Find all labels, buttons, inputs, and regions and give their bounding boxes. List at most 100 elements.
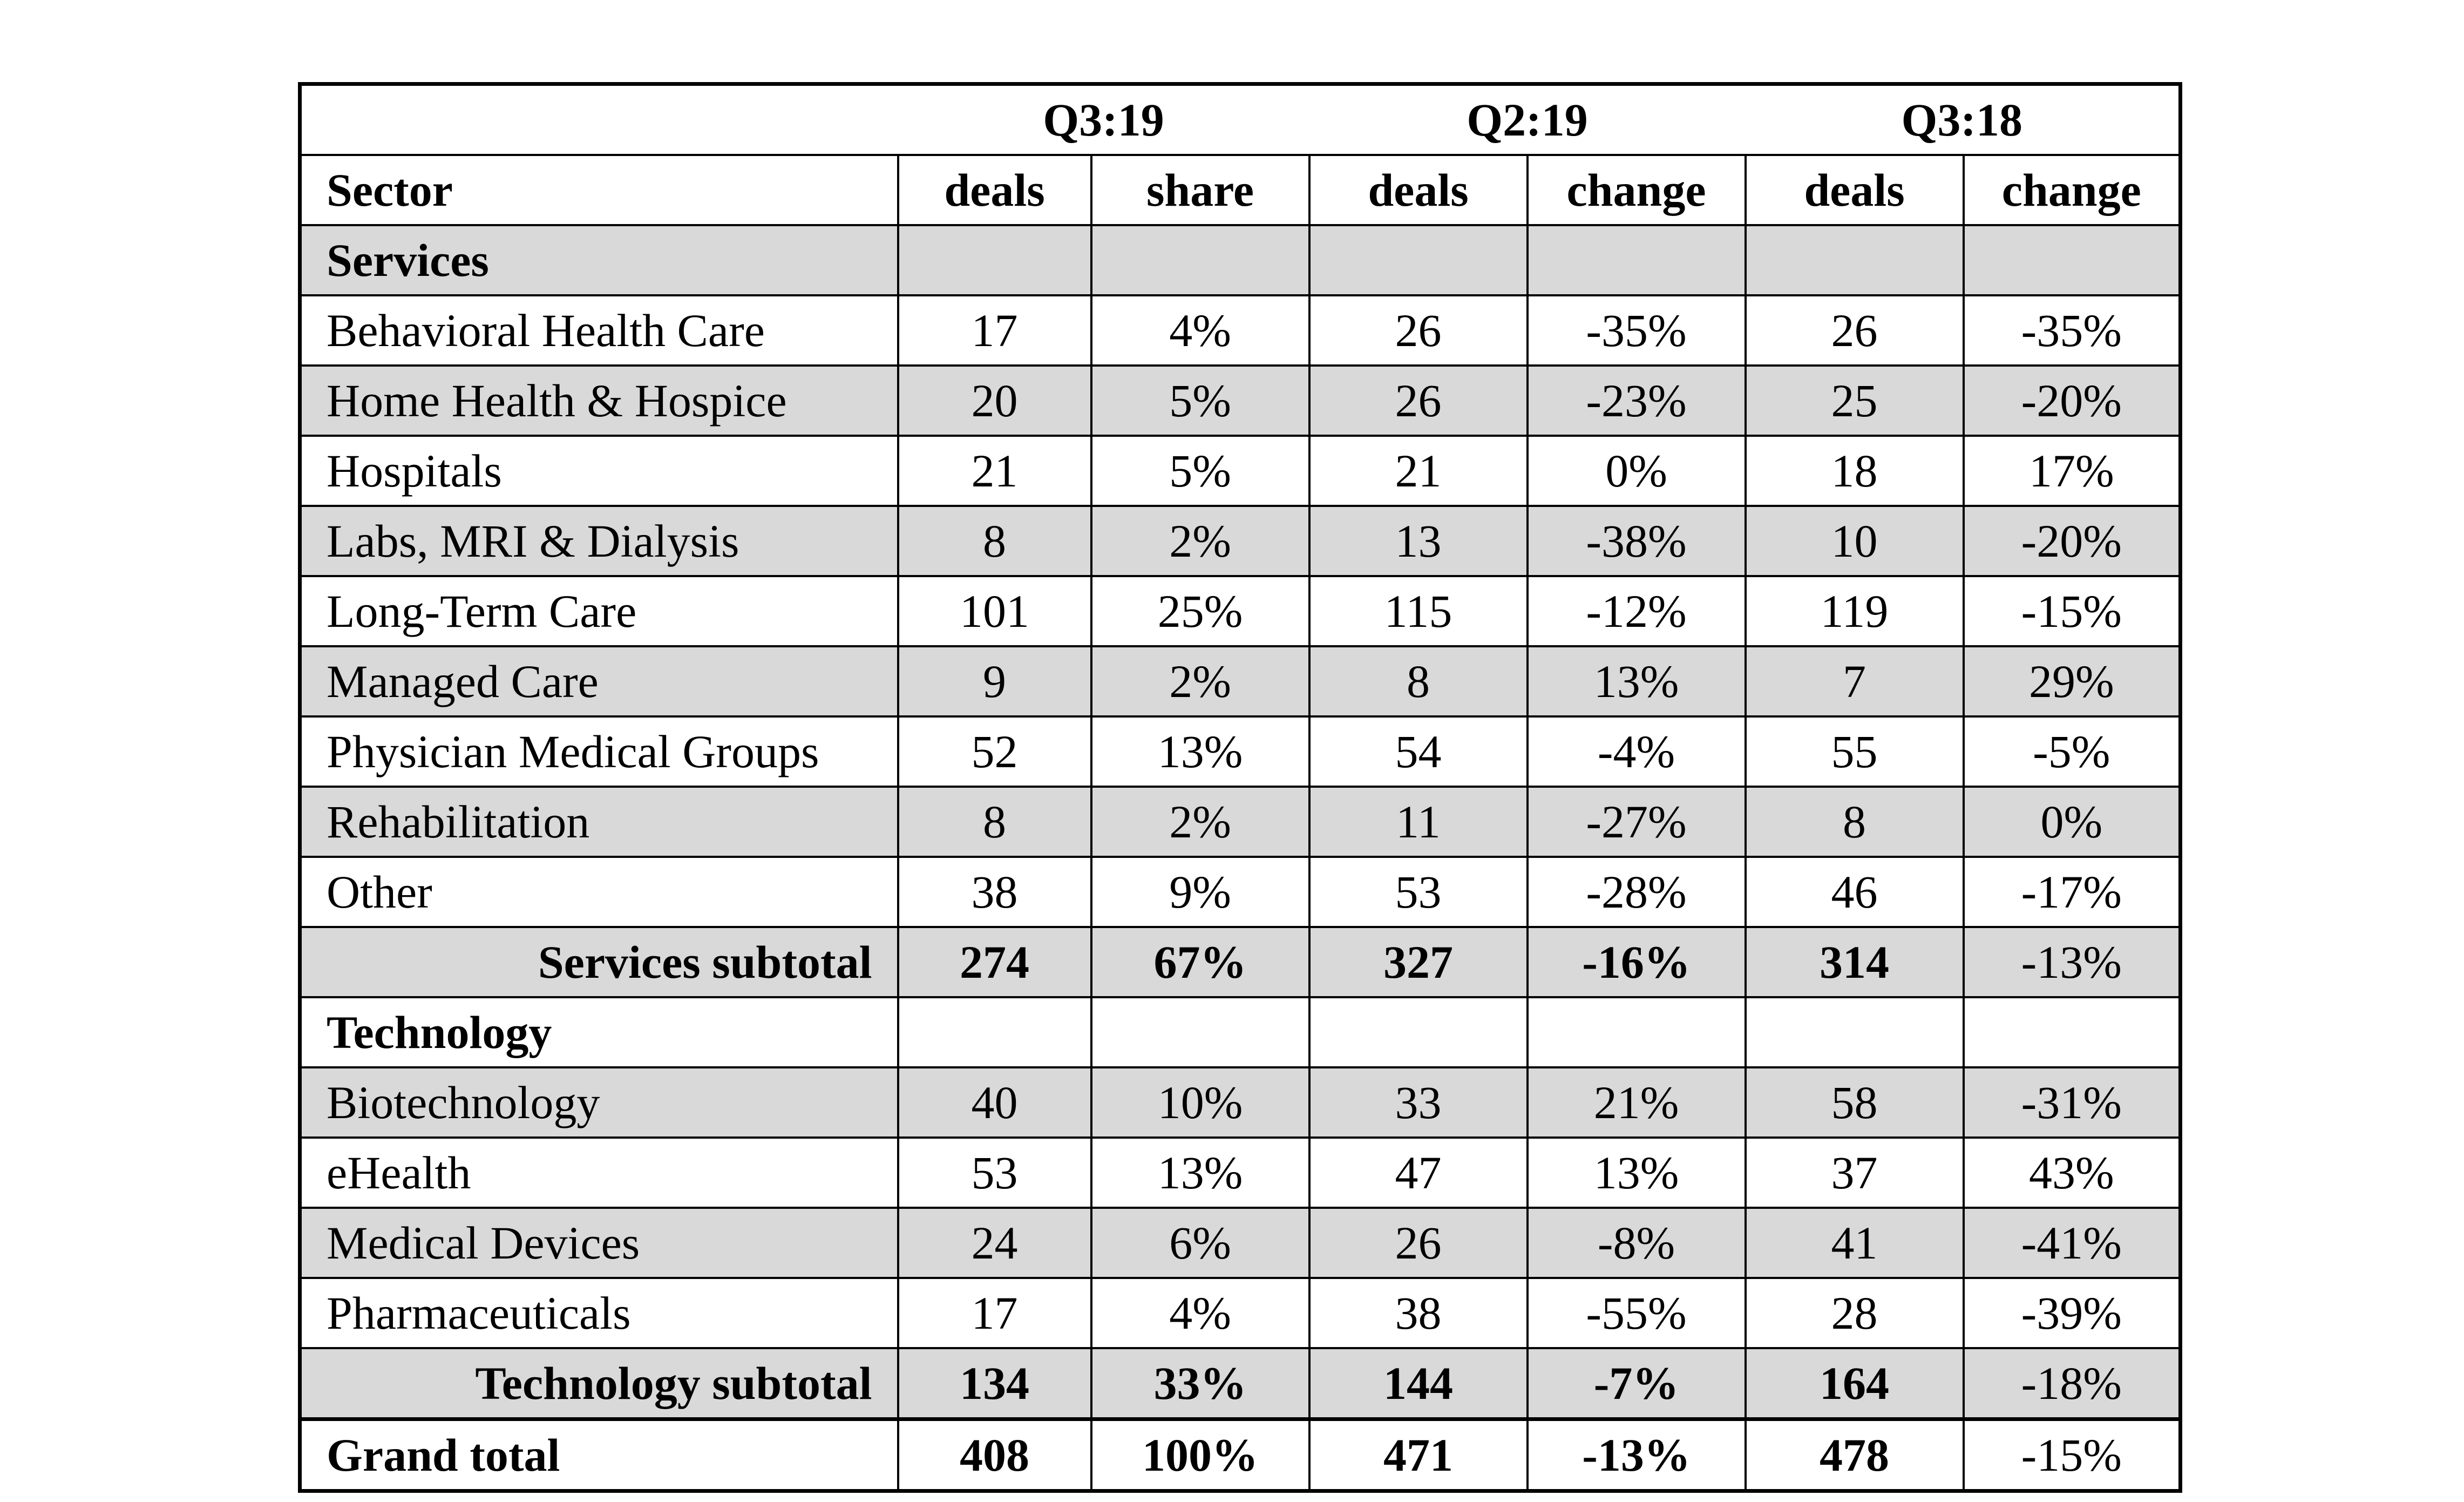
sector-name-cell: Biotechnology (298, 1067, 899, 1139)
value-cell-q3-19-deals: 408 (897, 1417, 1092, 1492)
value-cell-q3-18-deals: 18 (1744, 436, 1965, 507)
sector-name-cell: Pharmaceuticals (298, 1278, 899, 1349)
value-cell-q3-19-deals: 52 (897, 716, 1092, 788)
empty-cell (897, 997, 1092, 1068)
data-row: Medical Devices 24 6% 26 -8% 41 -41% (298, 1208, 2182, 1279)
value-cell-q2-19-change: -28% (1526, 857, 1747, 928)
value-cell-q3-18-deals: 478 (1744, 1417, 1965, 1492)
value-cell-q3-19-share: 5% (1090, 436, 1311, 507)
column-header-row: Sector deals share deals change deals ch… (298, 155, 2182, 226)
sector-name-cell: Medical Devices (298, 1208, 899, 1279)
empty-cell (1962, 997, 2182, 1068)
value-cell-q2-19-change: 21% (1526, 1067, 1747, 1139)
value-cell-q3-18-change: 43% (1962, 1138, 2182, 1209)
value-cell-q3-18-deals: 26 (1744, 295, 1965, 367)
value-cell-q2-19-change: -4% (1526, 716, 1747, 788)
column-header-q2-19-deals: deals (1308, 155, 1529, 226)
data-row: Long-Term Care 101 25% 115 -12% 119 -15% (298, 576, 2182, 647)
technology-rows: Biotechnology 40 10% 33 21% 58 -31% eHealth 53 13… (298, 1067, 2182, 1420)
sector-name-cell: Technology subtotal (298, 1348, 899, 1420)
value-cell-q3-18-change: 0% (1962, 787, 2182, 858)
value-cell-q2-19-deals: 53 (1308, 857, 1529, 928)
value-cell-q2-19-deals: 47 (1308, 1138, 1529, 1209)
section-header-row-services: Services (298, 225, 2182, 296)
column-header-q3-18-deals: deals (1744, 155, 1965, 226)
value-cell-q3-19-deals: 53 (897, 1138, 1092, 1209)
data-row: Home Health & Hospice 20 5% 26 -23% 25 -20% (298, 366, 2182, 437)
column-header-q3-19-share: share (1090, 155, 1311, 226)
section-header-row-technology: Technology (298, 997, 2182, 1068)
value-cell-q3-19-deals: 20 (897, 366, 1092, 437)
value-cell-q2-19-change: -16% (1526, 927, 1747, 998)
value-cell-q3-18-deals: 55 (1744, 716, 1965, 788)
sector-name-cell: Services subtotal (298, 927, 899, 998)
value-cell-q3-19-deals: 38 (897, 857, 1092, 928)
value-cell-q3-19-share: 9% (1090, 857, 1311, 928)
value-cell-q3-18-change: -5% (1962, 716, 2182, 788)
data-row: Hospitals 21 5% 21 0% 18 17% (298, 436, 2182, 507)
value-cell-q3-19-deals: 9 (897, 646, 1092, 718)
value-cell-q3-19-deals: 17 (897, 295, 1092, 367)
data-row: eHealth 53 13% 47 13% 37 43% (298, 1138, 2182, 1209)
value-cell-q3-18-deals: 314 (1744, 927, 1965, 998)
section-label-technology: Technology (298, 997, 899, 1068)
empty-cell (1090, 997, 1311, 1068)
value-cell-q3-19-share: 25% (1090, 576, 1311, 647)
value-cell-q3-19-share: 10% (1090, 1067, 1311, 1139)
subtotal-row-services: Services subtotal 274 67% 327 -16% 314 -13% (298, 927, 2182, 998)
value-cell-q3-19-share: 2% (1090, 506, 1311, 577)
value-cell-q3-19-deals: 8 (897, 787, 1092, 858)
value-cell-q3-18-deals: 58 (1744, 1067, 1965, 1139)
value-cell-q3-19-deals: 21 (897, 436, 1092, 507)
value-cell-q3-19-share: 33% (1090, 1348, 1311, 1420)
value-cell-q3-19-share: 4% (1090, 1278, 1311, 1349)
value-cell-q2-19-deals: 26 (1308, 295, 1529, 367)
period-header-row: Q3:19 Q2:19 Q3:18 (300, 84, 2181, 156)
empty-cell (1744, 997, 1965, 1068)
header-blank-cell (300, 84, 898, 156)
value-cell-q2-19-change: -23% (1526, 366, 1747, 437)
value-cell-q2-19-deals: 471 (1308, 1417, 1529, 1492)
period-q3-18-header: Q3:18 (1745, 84, 2181, 156)
value-cell-q2-19-deals: 11 (1308, 787, 1529, 858)
value-cell-q3-18-deals: 41 (1744, 1208, 1965, 1279)
sector-name-cell: Managed Care (298, 646, 899, 718)
empty-cell (1526, 225, 1747, 296)
value-cell-q2-19-change: -8% (1526, 1208, 1747, 1279)
value-cell-q3-19-share: 100% (1090, 1417, 1311, 1492)
value-cell-q3-19-deals: 134 (897, 1348, 1092, 1420)
column-header-q2-19-change: change (1526, 155, 1747, 226)
sector-name-cell: Grand total (298, 1417, 899, 1492)
value-cell-q2-19-change: 0% (1526, 436, 1747, 507)
data-row: Labs, MRI & Dialysis 8 2% 13 -38% 10 -20% (298, 506, 2182, 577)
sector-name-cell: Behavioral Health Care (298, 295, 899, 367)
value-cell-q3-18-change: -15% (1962, 1417, 2182, 1492)
value-cell-q2-19-deals: 144 (1308, 1348, 1529, 1420)
value-cell-q3-19-deals: 8 (897, 506, 1092, 577)
value-cell-q2-19-change: -55% (1526, 1278, 1747, 1349)
value-cell-q2-19-change: -27% (1526, 787, 1747, 858)
value-cell-q3-18-change: -31% (1962, 1067, 2182, 1139)
data-row: Other 38 9% 53 -28% 46 -17% (298, 857, 2182, 928)
value-cell-q3-18-change: -20% (1962, 366, 2182, 437)
value-cell-q3-18-change: -13% (1962, 927, 2182, 998)
value-cell-q2-19-deals: 115 (1308, 576, 1529, 647)
sector-name-cell: Home Health & Hospice (298, 366, 899, 437)
grand-total-rows: Grand total 408 100% 471 -13% 478 -15% (298, 1417, 2182, 1492)
value-cell-q2-19-change: -7% (1526, 1348, 1747, 1420)
value-cell-q2-19-change: 13% (1526, 646, 1747, 718)
value-cell-q3-18-deals: 119 (1744, 576, 1965, 647)
data-row: Pharmaceuticals 17 4% 38 -55% 28 -39% (298, 1278, 2182, 1349)
empty-cell (1962, 225, 2182, 296)
empty-cell (1308, 225, 1529, 296)
value-cell-q3-18-change: -15% (1962, 576, 2182, 647)
value-cell-q2-19-deals: 327 (1308, 927, 1529, 998)
empty-cell (1744, 225, 1965, 296)
value-cell-q2-19-deals: 8 (1308, 646, 1529, 718)
grand-total-row: Grand total 408 100% 471 -13% 478 -15% (298, 1417, 2182, 1492)
value-cell-q2-19-change: -12% (1526, 576, 1747, 647)
value-cell-q3-18-change: -20% (1962, 506, 2182, 577)
value-cell-q3-18-deals: 28 (1744, 1278, 1965, 1349)
value-cell-q3-18-deals: 25 (1744, 366, 1965, 437)
value-cell-q2-19-deals: 38 (1308, 1278, 1529, 1349)
